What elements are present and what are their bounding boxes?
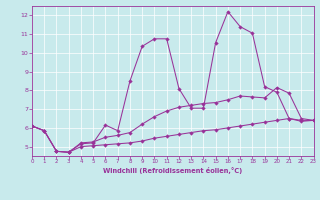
X-axis label: Windchill (Refroidissement éolien,°C): Windchill (Refroidissement éolien,°C) — [103, 167, 243, 174]
